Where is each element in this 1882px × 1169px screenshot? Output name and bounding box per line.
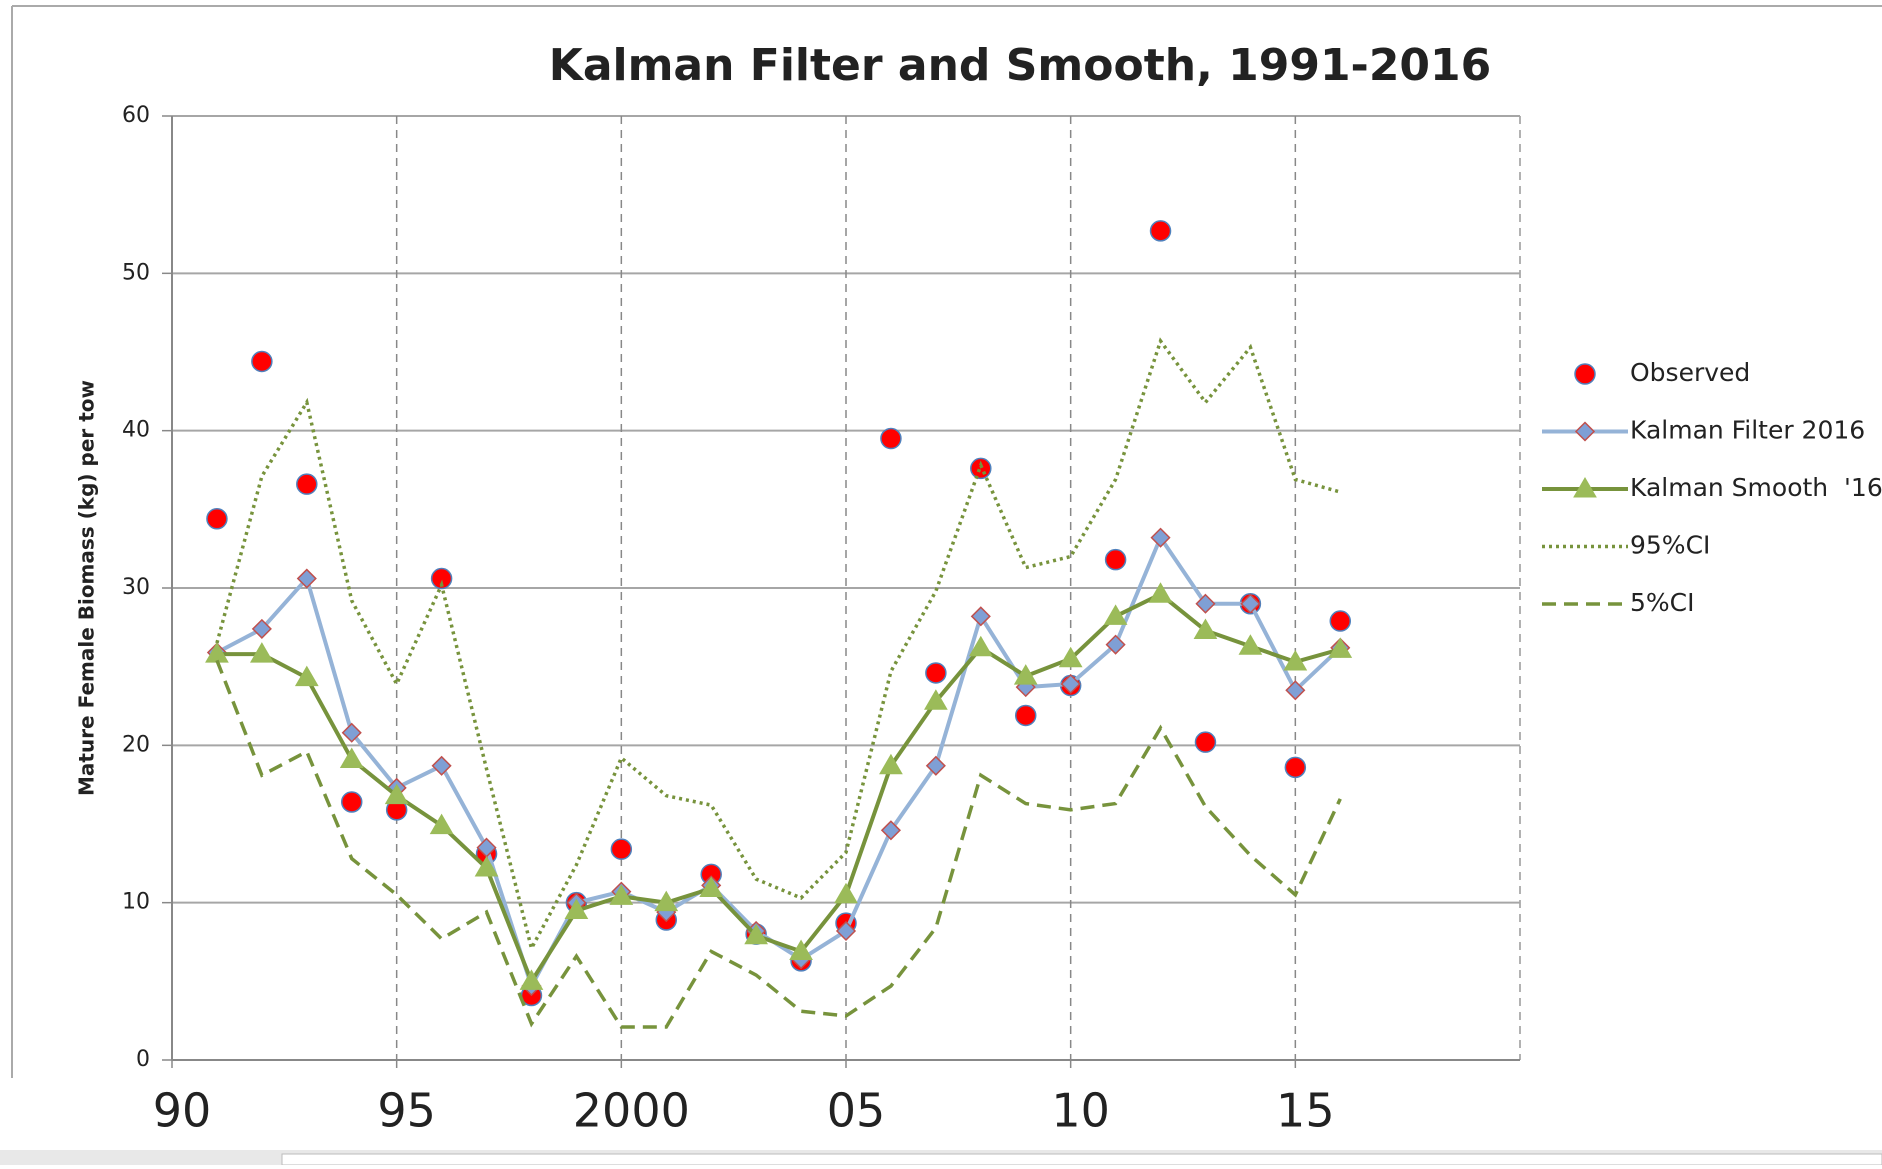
y-tick-label: 40 [122,418,150,443]
x-tick-label: 90 [153,1084,212,1138]
point [1060,673,1081,695]
point [1285,680,1306,701]
legend-label: Kalman Filter 2016 [1630,416,1865,445]
point [880,820,901,841]
x-tick-label: 2000 [573,1084,690,1138]
point [925,662,947,684]
point [789,939,813,960]
point [925,755,946,776]
point [1240,593,1261,614]
legend-label: Kalman Smooth '16 [1630,473,1882,502]
point [654,890,679,912]
point [206,508,228,530]
point [1149,220,1172,242]
chart-title: Kalman Filter and Smooth, 1991-2016 [549,40,1492,91]
point [431,755,452,776]
point [835,920,857,942]
legend: Observed Kalman Filter 2016 Kalman Smooth … [1542,358,1882,617]
legend-label: Observed [1630,358,1750,387]
point [609,884,634,905]
x-tick-label: 15 [1276,1084,1335,1138]
point [340,791,363,813]
point [744,923,769,945]
point [970,606,991,627]
point [339,747,364,768]
point [923,689,948,710]
point [1013,664,1038,685]
point [296,568,317,589]
point [384,783,409,805]
point [1238,634,1263,655]
point [1058,646,1083,668]
x-tick-label: 10 [1051,1084,1110,1138]
y-tick-label: 60 [122,103,150,128]
legend-label: 95%CI [1630,531,1710,560]
legend-marker [1574,421,1596,442]
point [296,473,318,495]
point [294,665,319,687]
point [1284,756,1307,779]
x-tick-label: 05 [827,1084,886,1138]
point [879,753,903,775]
point [1103,604,1128,625]
point [251,618,272,639]
point [564,898,589,920]
series-line [216,591,1341,986]
point [880,427,902,450]
point [1148,582,1173,603]
point [1283,649,1308,671]
y-tick-label: 30 [122,575,150,600]
y-tick-label: 0 [136,1047,150,1072]
y-tick-label: 20 [122,732,150,757]
point [341,722,362,743]
point [519,969,544,990]
series-line [215,337,1341,954]
series-line [215,659,1342,1029]
y-tick-label: 10 [122,890,150,915]
point [1014,704,1037,727]
point [1195,593,1216,614]
y-axis-label: Mature Female Biomass (kg) per tow [75,380,99,796]
point [474,856,499,877]
point [1105,634,1126,655]
point [429,813,454,835]
x-tick-label: 95 [377,1084,436,1138]
y-tick-label: 50 [122,260,150,285]
point [1328,637,1353,658]
point [1329,610,1352,632]
point [1104,548,1127,571]
point [610,838,633,860]
point [1150,527,1171,548]
point [834,882,858,904]
legend-marker [1574,363,1596,385]
point [430,567,453,590]
point [249,642,274,663]
scroll-field [281,1153,1882,1166]
point [699,876,724,898]
point [1194,731,1217,753]
point [1193,618,1218,639]
point [251,350,273,373]
point [968,635,993,657]
legend-label: 5%CI [1630,588,1695,617]
legend-marker [1573,477,1597,498]
